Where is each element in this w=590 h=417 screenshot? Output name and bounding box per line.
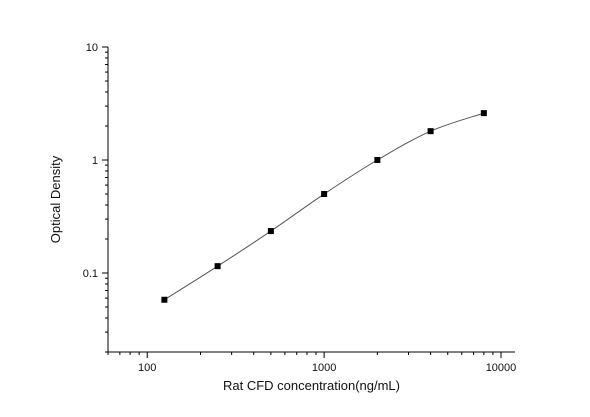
plot-area: 100 1000 10000 0.1 1 10 <box>83 42 517 374</box>
y-tick-label: 0.1 <box>83 268 98 280</box>
x-axis-ticks: 100 1000 10000 <box>107 352 517 374</box>
y-tick-label: 10 <box>86 42 98 54</box>
x-tick-label: 10000 <box>486 362 517 374</box>
data-point <box>321 191 328 198</box>
data-point <box>427 128 434 135</box>
data-point <box>374 157 381 164</box>
fit-curve <box>164 112 485 301</box>
data-points <box>161 110 487 303</box>
y-tick-label: 1 <box>92 155 98 167</box>
data-point <box>267 228 274 235</box>
data-point <box>480 110 487 117</box>
y-axis-title: Optical Density <box>48 155 63 243</box>
x-axis-title: Rat CFD concentration(ng/mL) <box>223 378 400 393</box>
x-tick-label: 100 <box>138 362 156 374</box>
x-tick-label: 1000 <box>312 362 336 374</box>
y-axis-ticks: 0.1 1 10 <box>83 42 108 353</box>
data-point <box>161 296 168 303</box>
data-point <box>214 263 221 270</box>
